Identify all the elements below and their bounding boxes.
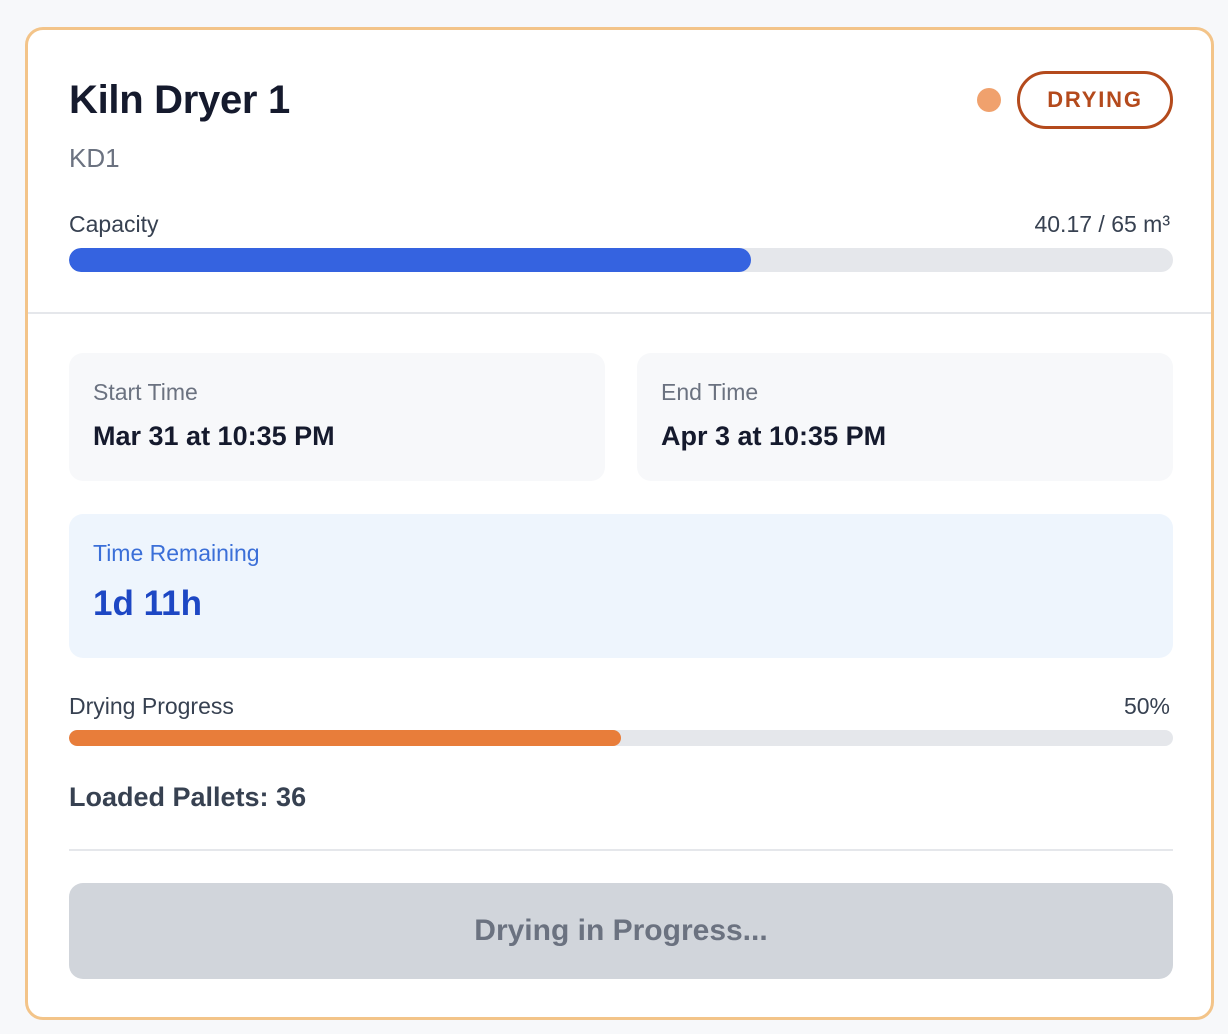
drying-progress-bar-fill [69,730,621,746]
status-indicator-dot [977,88,1001,112]
time-remaining-value: 1d 11h [93,584,202,623]
end-time-label: End Time [661,379,759,405]
end-time-box: End Time Apr 3 at 10:35 PM [637,353,1173,481]
loaded-pallets: Loaded Pallets: 36 [69,782,307,812]
header-divider [28,312,1211,314]
end-time-value: Apr 3 at 10:35 PM [661,421,887,451]
drying-progress-bar [69,730,1173,746]
start-time-box: Start Time Mar 31 at 10:35 PM [69,353,605,481]
card-header: Kiln Dryer 1 KD1 DRYING Capacity 40.17 /… [28,30,1211,314]
kiln-dryer-card: Kiln Dryer 1 KD1 DRYING Capacity 40.17 /… [25,27,1214,1020]
dryer-code: KD1 [69,143,120,173]
start-time-label: Start Time [93,379,198,405]
dryer-name: Kiln Dryer 1 [69,78,290,122]
capacity-value: 40.17 / 65 m³ [1034,211,1170,237]
status-badge: DRYING [1017,71,1173,129]
start-time-value: Mar 31 at 10:35 PM [93,421,335,451]
capacity-bar [69,248,1173,272]
time-remaining-label: Time Remaining [93,540,260,566]
footer-divider [69,849,1173,851]
drying-in-progress-button[interactable]: Drying in Progress... [69,883,1173,979]
drying-progress-value: 50% [1123,693,1170,719]
drying-progress-label: Drying Progress [69,693,234,719]
capacity-bar-fill [69,248,752,272]
time-remaining-box: Time Remaining 1d 11h [69,514,1173,658]
capacity-label: Capacity [69,211,159,237]
